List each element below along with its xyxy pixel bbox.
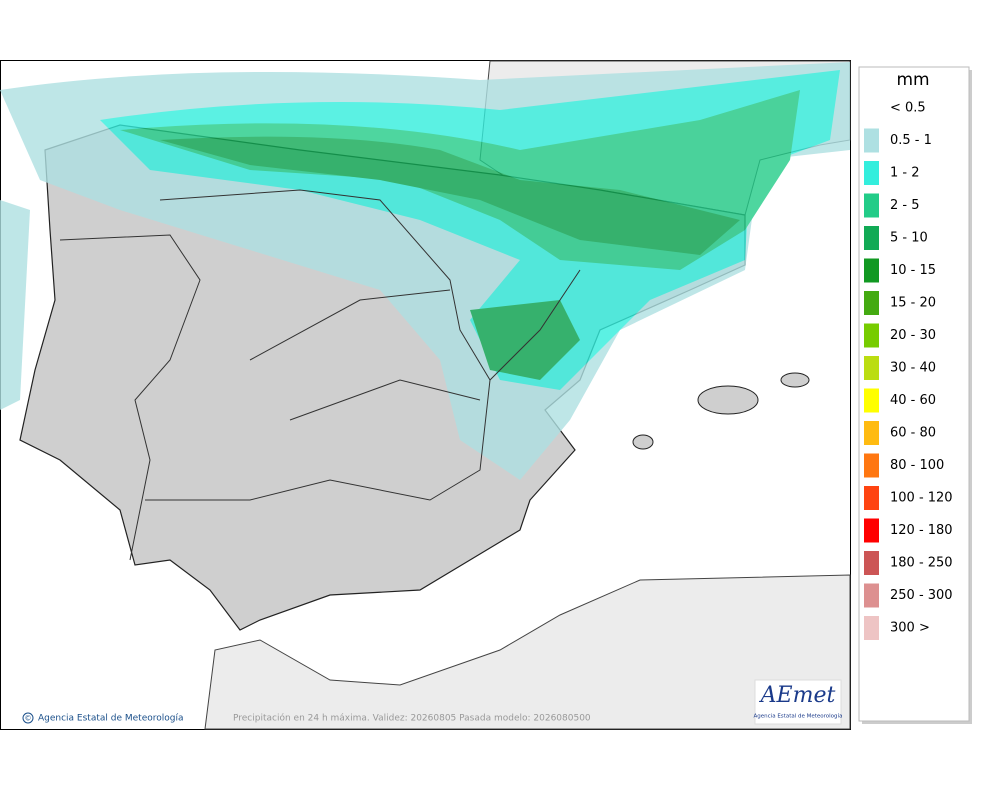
legend-label: < 0.5 [890, 101, 926, 116]
legend-swatch [864, 551, 879, 575]
logo-name: AEmet [759, 683, 836, 708]
legend-label: 300 > [890, 621, 930, 636]
legend-swatch [864, 323, 879, 348]
legend-swatch [864, 226, 879, 250]
legend-swatch [864, 421, 879, 445]
legend-swatch [864, 161, 879, 185]
legend-label: 2 - 5 [890, 198, 920, 213]
island-menorca [780, 372, 810, 388]
precip-area [160, 136, 740, 255]
legend-label: 20 - 30 [890, 328, 936, 343]
island-ibiza [632, 434, 654, 450]
legend-label: 40 - 60 [890, 393, 936, 408]
precip-area [470, 300, 580, 380]
legend-swatch [864, 128, 879, 153]
borders [59, 189, 581, 561]
legend-label: 10 - 15 [890, 263, 936, 278]
logo-box [754, 679, 842, 725]
legend-label: 180 - 250 [890, 556, 953, 571]
legend-title: mm [896, 70, 929, 90]
legend-swatch [864, 258, 879, 283]
border [59, 234, 201, 561]
legend-swatch [864, 356, 879, 380]
legend-swatch [864, 291, 879, 315]
legend-swatch [864, 616, 879, 640]
legend: mm < 0.5 0.5 - 1 1 - 2 2 - 5 5 - 10 10 - 15 15… [858, 66, 972, 724]
border [249, 269, 581, 421]
legend-label: 1 - 2 [890, 166, 920, 181]
legend-label: 15 - 20 [890, 296, 936, 311]
legend-swatch [864, 486, 879, 510]
legend-label: 80 - 100 [890, 458, 944, 473]
legend-swatch [864, 388, 879, 413]
legend-swatch [864, 193, 879, 218]
precip-area [0, 200, 30, 410]
copyright-icon [22, 712, 34, 724]
legend-swatch [864, 583, 879, 608]
island-mallorca [697, 385, 759, 415]
agency-name: Agencia Estatal de Meteorología [38, 714, 184, 724]
legend-swatch [864, 518, 879, 543]
map-caption: Precipitación en 24 h máxima. Validez: 2… [233, 713, 591, 724]
legend-label: 0.5 - 1 [890, 133, 932, 148]
legend-label: 30 - 40 [890, 361, 936, 376]
logo-subtitle: Agencia Estatal de Meteorología [754, 713, 843, 720]
copyright-symbol: © [25, 715, 32, 723]
map: © Agencia Estatal de Meteorología Precip… [0, 60, 851, 730]
land-africa [204, 574, 851, 730]
legend-label: 60 - 80 [890, 426, 936, 441]
precip-overlay [0, 62, 850, 480]
legend-label: 5 - 10 [890, 231, 928, 246]
legend-label: 100 - 120 [890, 491, 953, 506]
legend-swatch [864, 453, 879, 478]
legend-label: 250 - 300 [890, 588, 953, 603]
legend-label: 120 - 180 [890, 523, 953, 538]
